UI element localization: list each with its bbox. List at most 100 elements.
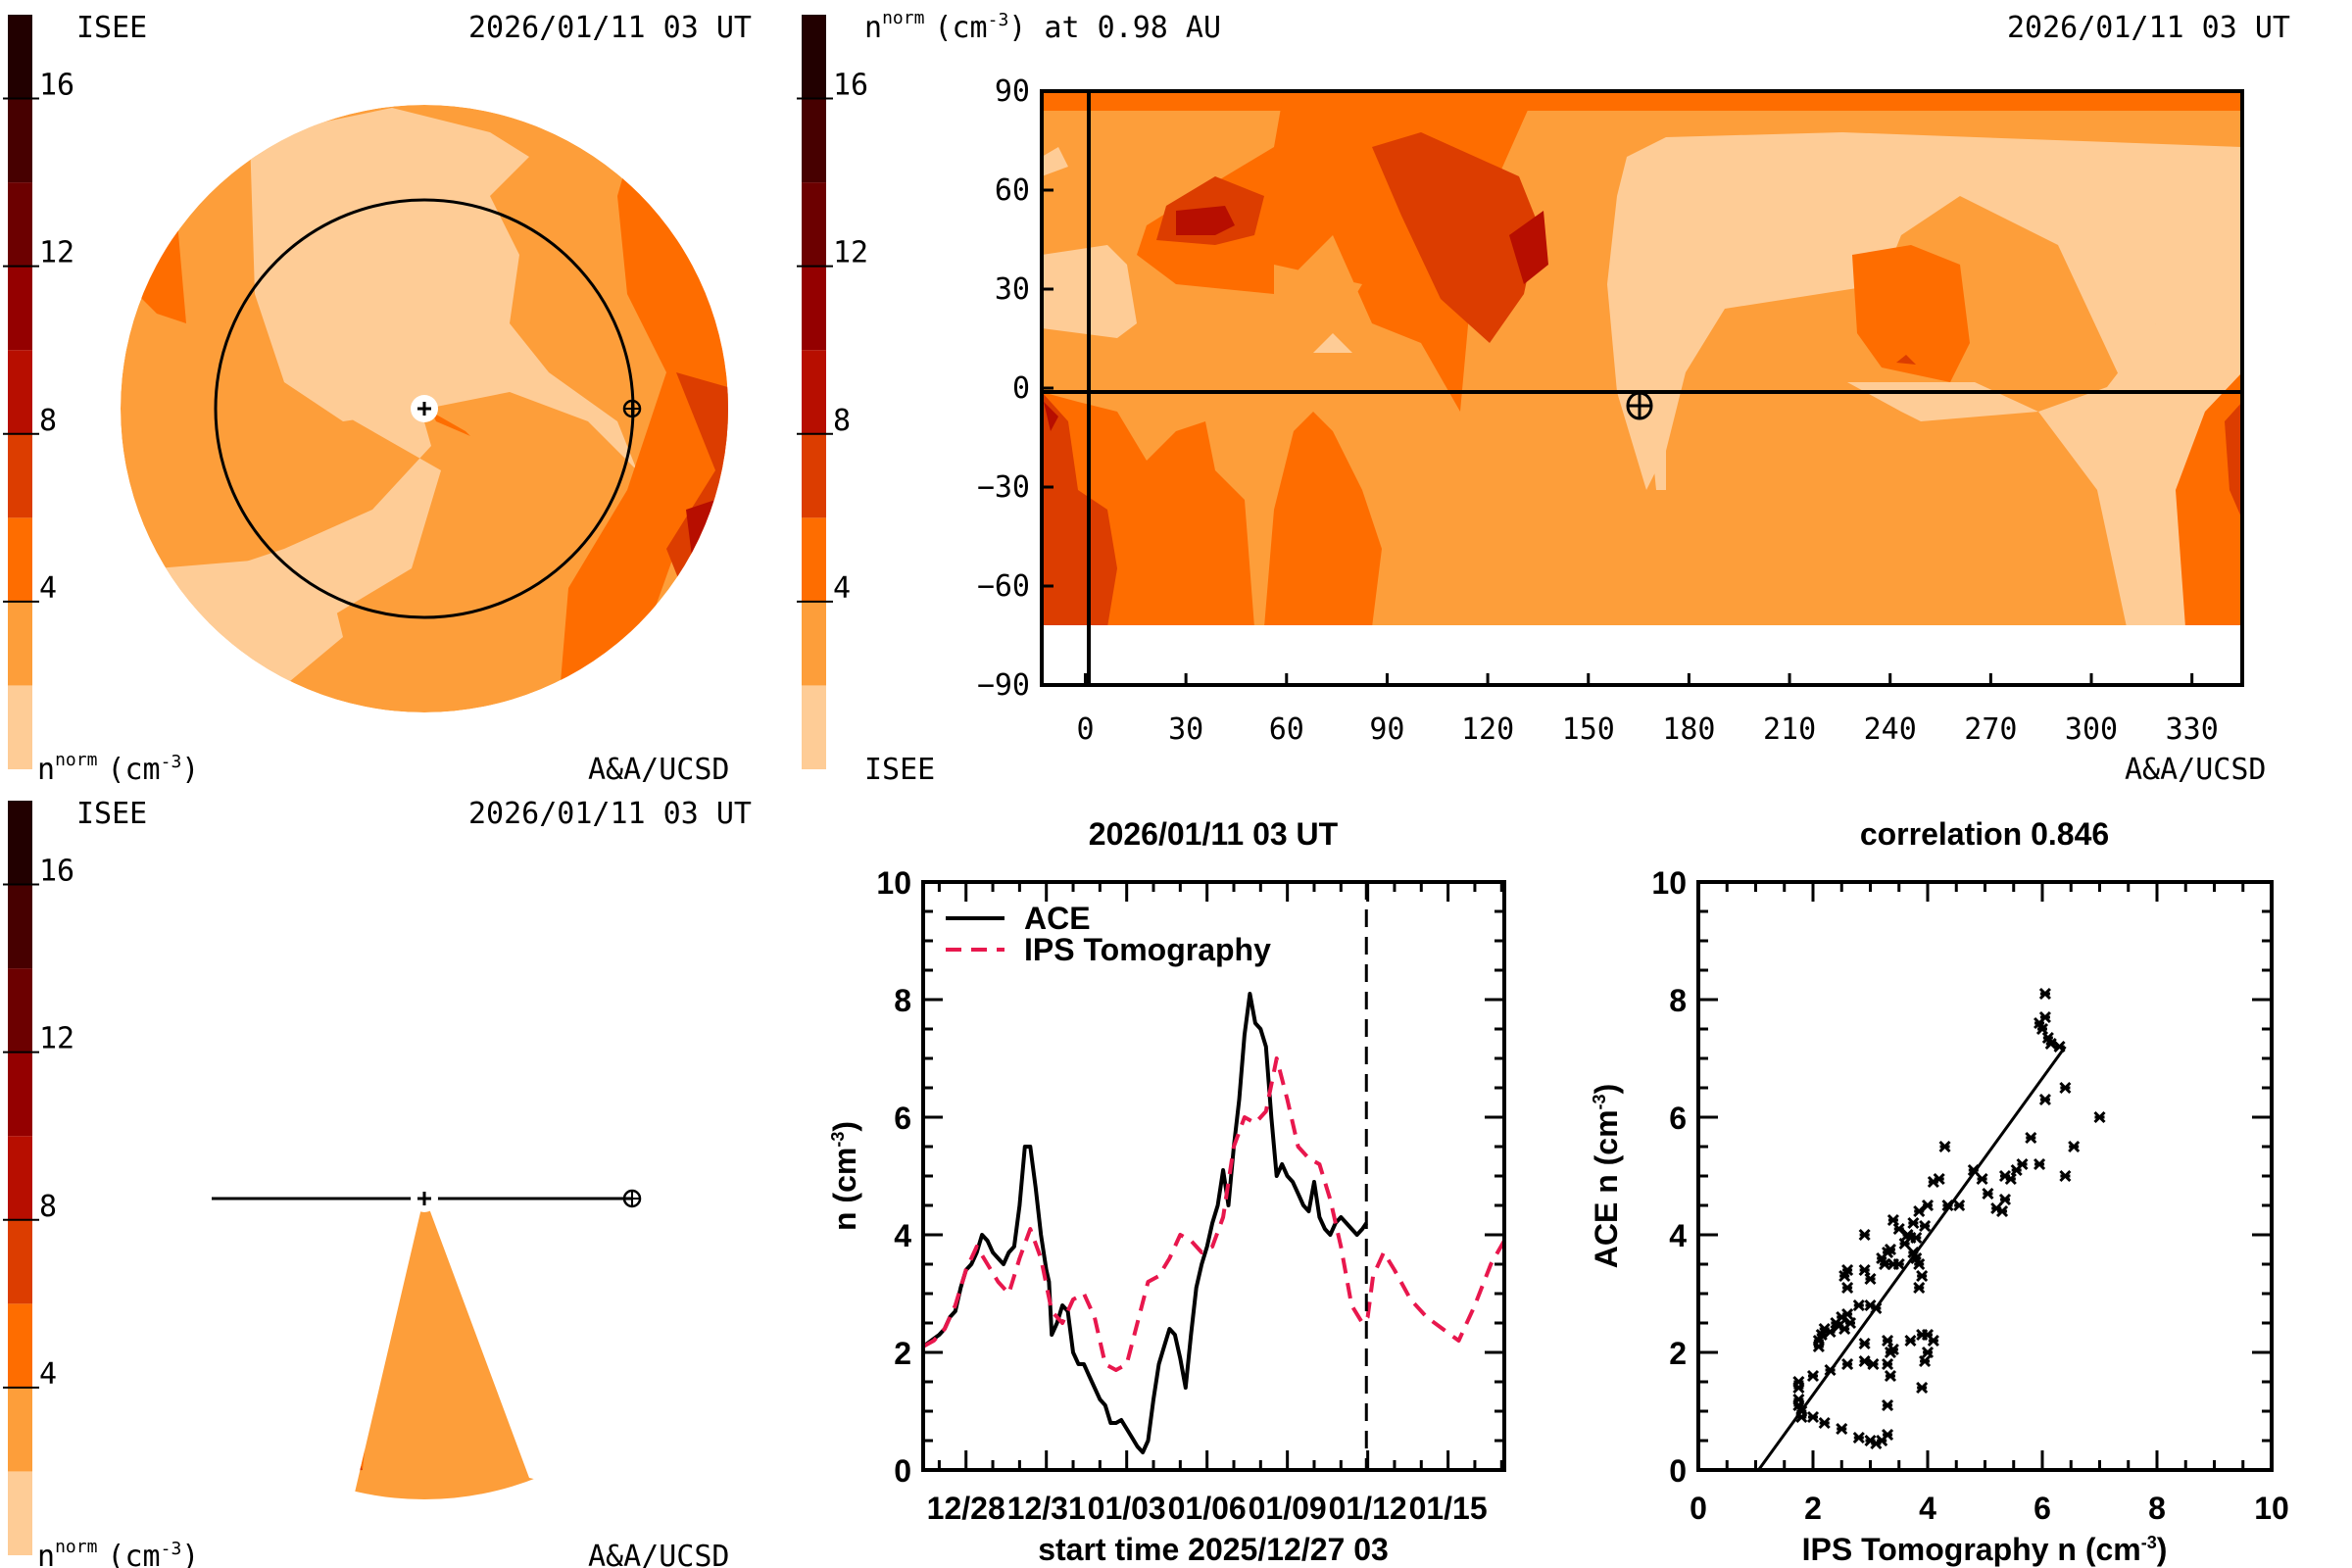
scatter-point	[1792, 1381, 1805, 1395]
scatter-point	[1884, 1243, 1897, 1256]
scatter-point	[2034, 1157, 2046, 1171]
x-tick-label: 01/06	[1168, 1491, 1247, 1526]
scatter-point	[1815, 1328, 1828, 1342]
colorbar-tick-label: 16	[39, 69, 74, 103]
contour-mid-left	[121, 211, 186, 323]
jet-feature	[429, 1098, 510, 1186]
colorbar-top-left: 4 8 12 16	[3, 15, 74, 769]
credit-label: A&A/UCSD	[588, 1540, 730, 1568]
scatter-point	[1852, 1431, 1865, 1445]
colorbar-segment	[8, 685, 32, 769]
scatter-point	[1838, 1269, 1851, 1283]
scatter-point	[1892, 1257, 1905, 1271]
contour-high-south-west	[162, 1254, 363, 1490]
colorbar-tick-label: 4	[39, 1357, 57, 1392]
no-data-region	[1042, 625, 2242, 684]
colorbar-segment	[8, 1136, 32, 1220]
colorbar-segment	[8, 1471, 32, 1555]
scatter-point	[1841, 1281, 1854, 1295]
scatter-point	[1841, 1263, 1854, 1277]
contour-peak-130lon	[1509, 211, 1548, 284]
y-tick-label: 6	[894, 1101, 911, 1136]
map-x-tick-label: 240	[1864, 712, 1917, 747]
colorbar-segment	[8, 801, 32, 885]
colorbar-segment	[802, 98, 826, 183]
series-layer	[923, 882, 1504, 1470]
timestamp-label: 2026/01/11 03 UT	[468, 11, 752, 45]
scatter-point	[2041, 1031, 2054, 1045]
scatter-axes: 00 2 2 4 4 6 6 8 8 10 10	[1651, 865, 2288, 1526]
colorbar-segment	[802, 601, 826, 686]
colorbar-segment	[8, 601, 32, 686]
scatter-point	[2038, 1010, 2051, 1024]
colorbar-segment	[8, 517, 32, 602]
map-y-tick-label: −30	[977, 470, 1030, 505]
y-tick-label: 0	[1669, 1453, 1687, 1489]
colorbar-segment	[8, 433, 32, 518]
map-y-tick-label: 0	[1012, 371, 1030, 406]
contour-mid-east	[549, 1196, 745, 1470]
colorbar-segment	[802, 15, 826, 99]
panel-top-left: ISEE 2026/01/11 03 UT nnorm (cm-3) A&A/UC…	[37, 11, 752, 787]
scatter-point	[2016, 1157, 2029, 1171]
scatter-point	[1867, 1357, 1880, 1371]
contour-peak-south-west	[235, 1460, 333, 1499]
scatter-point	[1881, 1357, 1894, 1371]
map-credit-label: A&A/UCSD	[2125, 753, 2267, 787]
colorbar-segment	[8, 98, 32, 183]
scatter-point	[1953, 1199, 1966, 1212]
map-x-tick-label: 300	[2065, 712, 2118, 747]
scatter-point	[1982, 1187, 1994, 1200]
contour-high-south-west	[1042, 392, 1117, 625]
scatter-points	[1757, 987, 2106, 1471]
scatter-point	[1833, 1319, 1845, 1333]
colorbar-tick-label: 8	[39, 404, 57, 438]
colorbar-segment	[802, 433, 826, 518]
scatter-point	[1824, 1325, 1837, 1339]
scatter-point	[2059, 1081, 2072, 1095]
scatter-point	[1913, 1257, 1926, 1271]
scatter-point	[1806, 1410, 1820, 1424]
contour-low-upper	[250, 108, 637, 470]
org-label: ISEE	[76, 11, 147, 45]
series-ace	[923, 992, 1368, 1454]
contour-low-east	[1607, 132, 2242, 490]
scatter-point	[1921, 1199, 1935, 1212]
map-x-tick-label: 270	[1964, 712, 2017, 747]
legend: ACE IPS Tomography	[946, 901, 1271, 967]
scatter-point	[1886, 1343, 1899, 1356]
colorbar-segment	[802, 350, 826, 434]
axes: 12/28 12/31 01/03 01/06 01/09 01/12 01/15 0 2 4 6 8…	[876, 865, 1504, 1526]
scatter-y-label: ACE n (cm-3)	[1589, 1084, 1624, 1268]
unit-label: nnorm (cm-3)	[37, 750, 199, 787]
x-tick-label: 01/03	[1088, 1491, 1166, 1526]
x-axis-label: start time 2025/12/27 03	[1038, 1532, 1389, 1567]
scatter-point	[1858, 1263, 1871, 1277]
x-tick-label: 2	[1804, 1491, 1822, 1526]
map-x-tick-label: 330	[2166, 712, 2219, 747]
unit-label: nnorm (cm-3)	[37, 1537, 199, 1568]
x-tick-label: 0	[1690, 1491, 1707, 1526]
scatter-point	[1881, 1398, 1894, 1412]
scatter-point	[1916, 1269, 1929, 1283]
colorbar-segment	[8, 266, 32, 351]
scatter-point	[1881, 1428, 1894, 1442]
scatter-point	[1913, 1281, 1926, 1295]
timestamp-label: 2026/01/11 03 UT	[468, 797, 752, 831]
colorbar-segment	[8, 1052, 32, 1137]
y-tick-label: 8	[1669, 983, 1687, 1018]
map-x-tick-label: 210	[1763, 712, 1816, 747]
colorbar-bottom-left: 4 8 12 16	[3, 801, 74, 1555]
chart-title: 2026/01/11 03 UT	[1089, 816, 1339, 852]
y-tick-label: 10	[1651, 865, 1687, 901]
scatter-point	[1907, 1216, 1920, 1230]
scatter-point	[1995, 1204, 2009, 1218]
scatter-point	[1892, 1222, 1905, 1236]
contour-mid-240lon	[1852, 245, 1970, 382]
scatter-point	[1904, 1334, 1917, 1348]
scatter-point	[1933, 1172, 1945, 1186]
colorbar-tick-label: 16	[833, 69, 868, 103]
sun-marker	[411, 395, 438, 422]
map-y-tick-label: 30	[995, 272, 1030, 307]
